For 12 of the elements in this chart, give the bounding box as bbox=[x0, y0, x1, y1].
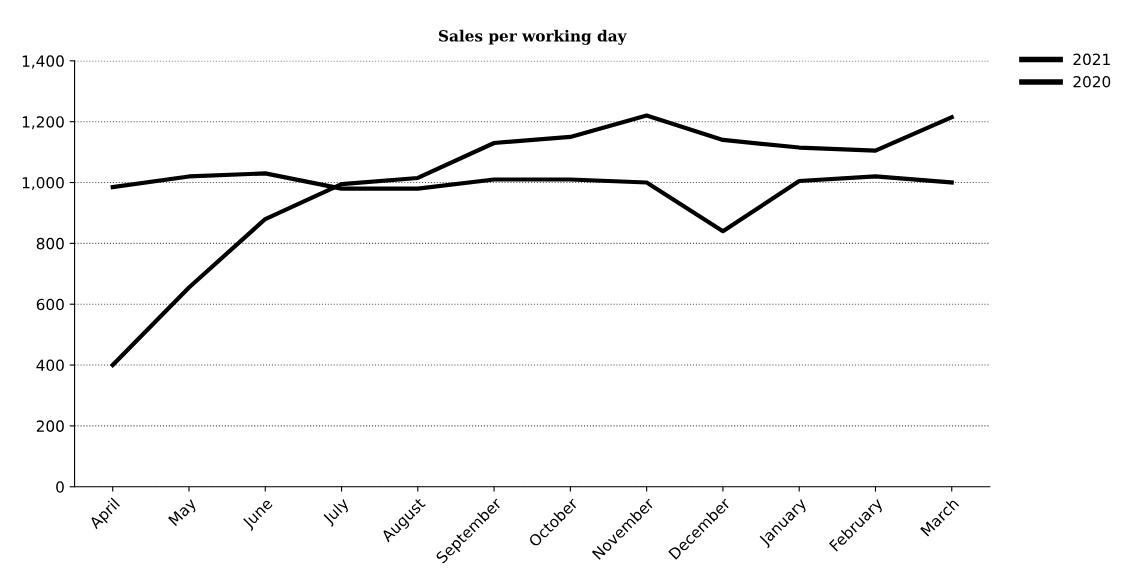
y-tick-label: 1,000 bbox=[22, 177, 64, 191]
y-tick-label: 1,200 bbox=[22, 116, 64, 130]
chart-title: Sales per working day bbox=[438, 29, 627, 45]
y-tick-label: 0 bbox=[56, 481, 64, 493]
y-tick-label: 400 bbox=[36, 359, 64, 372]
line-series bbox=[110, 113, 954, 368]
y-tick-label: 1,400 bbox=[22, 55, 64, 69]
y-tick-label: 800 bbox=[36, 237, 64, 250]
legend-label: 2020 bbox=[1073, 75, 1111, 88]
y-tick-label: 200 bbox=[36, 420, 64, 432]
legend-label: 2021 bbox=[1073, 53, 1110, 66]
y-tick-label: 600 bbox=[36, 298, 64, 311]
